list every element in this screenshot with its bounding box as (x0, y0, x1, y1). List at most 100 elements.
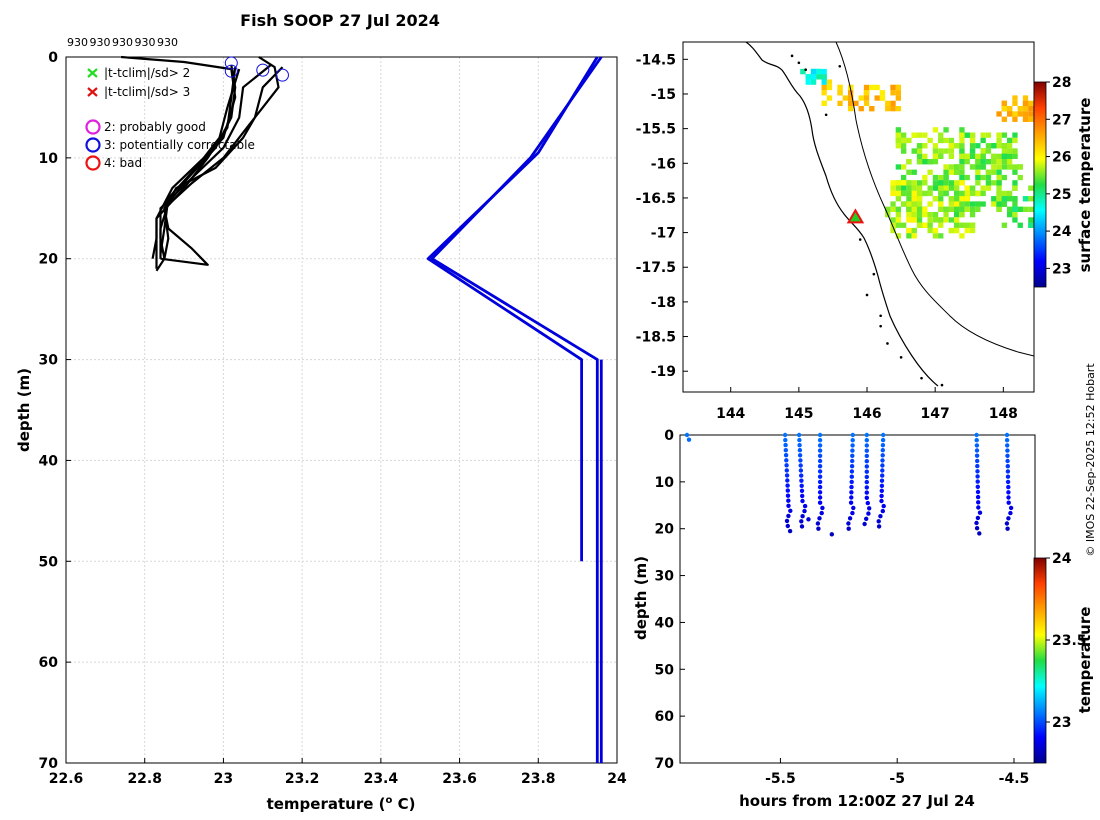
sst-cell (1012, 100, 1018, 106)
sst-cell (985, 185, 992, 191)
td-point (784, 463, 789, 468)
sst-cell (948, 227, 954, 234)
sst-cell (895, 84, 901, 91)
islands (790, 54, 944, 387)
td-point (879, 478, 885, 483)
td-point (876, 524, 882, 529)
td-point (849, 495, 854, 500)
td-point (817, 432, 823, 438)
sst-cell (922, 222, 928, 228)
top-label: 930 (67, 36, 88, 49)
td-point (850, 453, 855, 458)
sst-cell (922, 159, 928, 165)
sst-cell (969, 148, 976, 154)
sst-cell (890, 180, 896, 186)
td-point (819, 510, 824, 516)
td-point (1008, 505, 1014, 511)
sst-cell (932, 217, 939, 223)
td-point (864, 432, 869, 438)
sst-cell (1012, 116, 1018, 122)
td-point (975, 458, 980, 464)
sst-cell (895, 106, 901, 112)
td-point (1005, 474, 1011, 479)
x-tick-label: 22.6 (49, 771, 84, 787)
sst-cell (911, 217, 917, 223)
sst-cell (895, 132, 901, 138)
series-climatology-b (430, 56, 603, 763)
td-point (864, 479, 869, 485)
td-point (786, 498, 791, 503)
sst-cell (996, 185, 1002, 191)
legend-label: 2: probably good (104, 120, 206, 134)
td-point (1005, 479, 1011, 485)
reef-edge (835, 42, 1034, 357)
sst-cell (922, 153, 928, 159)
sst-cell (895, 233, 901, 239)
td-point (864, 485, 869, 490)
map-x-tick-label: 146 (852, 406, 881, 422)
sst-cell (906, 180, 912, 186)
sst-cell (911, 196, 917, 202)
sst-cell (932, 227, 939, 234)
td-point (784, 473, 790, 478)
sst-cell (916, 148, 923, 154)
sst-cell (863, 100, 870, 106)
x-tick-label: 24 (607, 771, 627, 787)
sst-cell (863, 95, 870, 101)
sst-cell (943, 190, 949, 197)
td-y-tick-label: 20 (655, 522, 675, 538)
td-point (975, 489, 981, 495)
sst-cell (916, 201, 923, 207)
sst-cell (938, 185, 944, 191)
legend-marker-circle (85, 137, 101, 153)
sst-cell (906, 206, 912, 212)
sst-cell (991, 159, 997, 165)
profile-xlabel: temperature (o C) (267, 795, 416, 813)
td-y-tick-label: 70 (655, 756, 675, 772)
sst-cell (991, 153, 997, 159)
td-point (799, 519, 804, 524)
sst-cell (916, 212, 923, 218)
td-point (850, 443, 855, 448)
sst-cell (805, 79, 811, 85)
td-point (800, 498, 805, 504)
td-y-tick-label: 50 (655, 662, 675, 678)
sst-cell (901, 185, 907, 191)
sst-cell (922, 132, 928, 138)
sst-cell (1028, 206, 1034, 212)
sst-cell (1028, 100, 1034, 106)
sst-cell (901, 143, 907, 149)
td-point (881, 503, 886, 509)
sst-cell (1012, 180, 1018, 186)
sst-cell (1001, 148, 1007, 154)
y-tick-label: 50 (39, 554, 59, 570)
td-point (785, 478, 790, 483)
xbt-marker-triangle (846, 208, 865, 224)
sst-cell (895, 143, 901, 149)
x-tick-label: 23.6 (442, 771, 477, 787)
sst-cell (943, 185, 949, 191)
sst-cell (959, 148, 965, 154)
sst-cell (932, 159, 939, 165)
sst-cell (885, 206, 891, 212)
td-point (799, 488, 805, 493)
sst-cell (975, 190, 981, 197)
top-label: 930 (90, 36, 111, 49)
sst-cell (985, 148, 992, 154)
sst-cell (1028, 106, 1034, 112)
td-point (806, 517, 811, 522)
land (683, 42, 940, 392)
sst-cell (938, 132, 944, 138)
sst-cell (943, 174, 949, 181)
sst-cell (985, 143, 992, 149)
td-point (1006, 490, 1011, 495)
sst-cell (964, 227, 970, 234)
sst-cell (927, 190, 933, 197)
sst-cell (810, 68, 817, 75)
sst-cell (954, 227, 960, 234)
sst-cell (821, 100, 827, 106)
sst-cell (810, 79, 817, 85)
sst-cell (895, 212, 901, 218)
sst-cell (885, 100, 891, 106)
map-y-tick-label: -17 (651, 226, 676, 242)
